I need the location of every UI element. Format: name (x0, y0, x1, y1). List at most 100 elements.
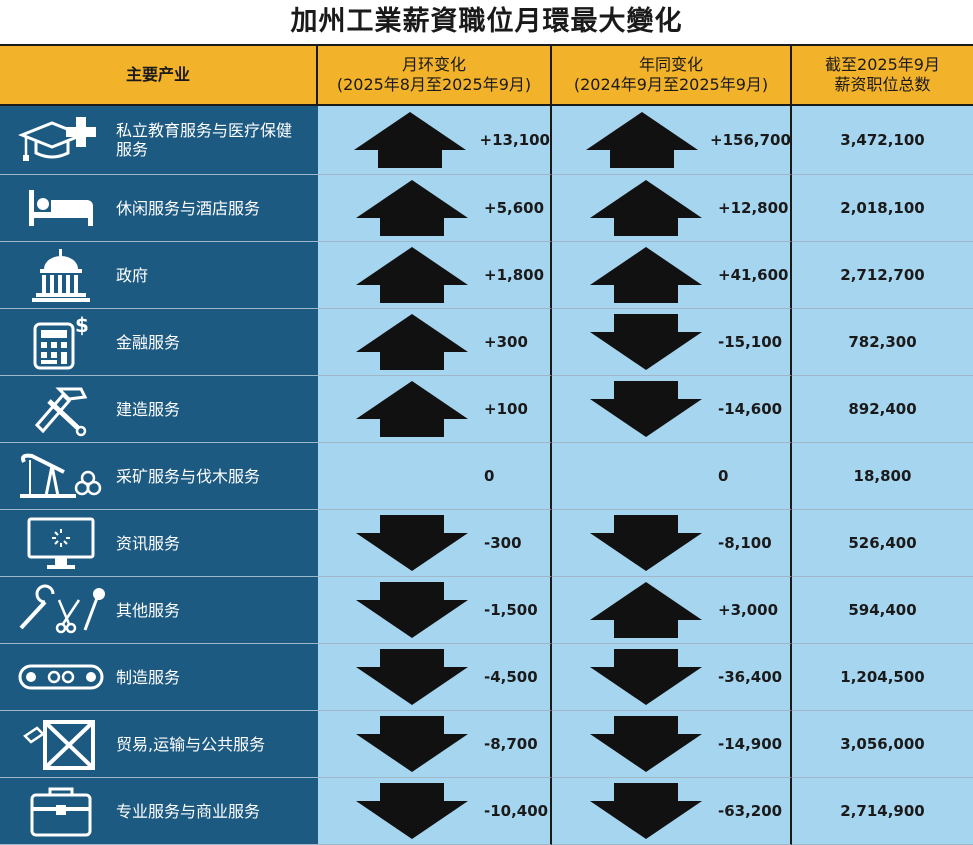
sector-name: 其他服务 (116, 600, 181, 620)
sector-name: 政府 (116, 265, 149, 285)
yoy-change-value: -36,400 (718, 668, 783, 686)
total-cell: 18,800 (792, 443, 973, 510)
total-jobs-value: 3,472,100 (840, 131, 925, 149)
total-cell: 782,300 (792, 309, 973, 376)
sector-name: 金融服务 (116, 332, 181, 352)
crate-icon (14, 716, 108, 772)
toolbox-icon (14, 783, 108, 839)
sector-cell: 贸易,运输与公共服务 (0, 711, 318, 778)
sector-name: 私立教育服务与医疗保健服务 (116, 121, 293, 159)
mom-change-value: 0 (484, 467, 495, 485)
mom-change-value: +1,800 (484, 266, 545, 284)
arrow-down-icon (346, 580, 478, 640)
yoy-change-cell: -15,100 (552, 309, 792, 376)
sector-cell: 政府 (0, 242, 318, 309)
table-row: 资讯服务 -300 -8,100 526,400 (0, 510, 973, 577)
arrow-up-icon (346, 245, 478, 305)
mom-change-cell: +1,800 (318, 242, 552, 309)
header-mom: 月环变化 (2025年8月至2025年9月) (318, 46, 552, 104)
sector-cell: $ 金融服务 (0, 309, 318, 376)
arrow-down-icon (346, 647, 478, 707)
header-total: 截至2025年9月 薪资职位总数 (792, 46, 973, 104)
yoy-change-value: -14,900 (718, 735, 783, 753)
table-row: 私立教育服务与医疗保健服务 +13,100 +156,700 3,472,100 (0, 106, 973, 175)
mom-change-cell: -8,700 (318, 711, 552, 778)
arrow-down-icon (580, 312, 712, 372)
header-yoy-label: 年同变化 (638, 55, 703, 74)
table-row: 制造服务 -4,500 -36,400 1,204,500 (0, 644, 973, 711)
yoy-change-cell: -14,600 (552, 376, 792, 443)
table-row: 采矿服务与伐木服务 0 0 18,800 (0, 443, 973, 510)
arrow-down-icon (580, 647, 712, 707)
total-jobs-value: 526,400 (848, 534, 917, 552)
header-sector-label: 主要产业 (125, 65, 190, 84)
table-header: 主要产业 月环变化 (2025年8月至2025年9月) 年同变化 (2024年9… (0, 46, 973, 106)
mom-change-cell: 0 (318, 443, 552, 510)
header-mom-label: 月环变化 (401, 55, 466, 74)
total-cell: 1,204,500 (792, 644, 973, 711)
table-row: 其他服务 -1,500 +3,000 594,400 (0, 577, 973, 644)
arrow-up-icon (346, 379, 478, 439)
arrow-down-icon (580, 513, 712, 573)
sector-name: 制造服务 (116, 667, 181, 687)
sector-cell: 资讯服务 (0, 510, 318, 577)
mom-change-cell: -4,500 (318, 644, 552, 711)
arrow-down-icon (580, 379, 712, 439)
yoy-change-cell: -8,100 (552, 510, 792, 577)
arrow-up-icon (346, 110, 474, 170)
tools-icon (14, 381, 108, 437)
arrow-up-icon (580, 245, 712, 305)
yoy-change-cell: -14,900 (552, 711, 792, 778)
total-jobs-value: 18,800 (853, 467, 912, 485)
mom-change-value: -4,500 (484, 668, 538, 686)
arrow-down-icon (346, 781, 478, 841)
yoy-change-cell: +3,000 (552, 577, 792, 644)
mom-change-value: +100 (484, 400, 528, 418)
education-health-icon (14, 112, 108, 168)
yoy-change-value: -8,100 (718, 534, 772, 552)
mom-change-value: -300 (484, 534, 522, 552)
arrow-down-icon (346, 513, 478, 573)
sector-name: 贸易,运输与公共服务 (116, 734, 266, 754)
total-jobs-value: 782,300 (848, 333, 917, 351)
oil-pump-icon (14, 448, 108, 504)
yoy-change-cell: 0 (552, 443, 792, 510)
total-jobs-value: 2,712,700 (840, 266, 925, 284)
table-row: 休闲服务与酒店服务 +5,600 +12,800 2,018,100 (0, 175, 973, 242)
total-jobs-value: 2,714,900 (840, 802, 925, 820)
table-row: 专业服务与商业服务 -10,400 -63,200 2,714,900 (0, 778, 973, 845)
wrench-scissors-icon (14, 582, 108, 638)
sector-name: 采矿服务与伐木服务 (116, 466, 261, 486)
arrow-up-icon (346, 312, 478, 372)
total-cell: 2,018,100 (792, 175, 973, 242)
table-row: 贸易,运输与公共服务 -8,700 -14,900 3,056,000 (0, 711, 973, 778)
yoy-change-value: +12,800 (718, 199, 789, 217)
mom-change-value: +5,600 (484, 199, 545, 217)
mom-change-value: -8,700 (484, 735, 538, 753)
sector-name: 建造服务 (116, 399, 181, 419)
header-total-date: 截至2025年9月 (825, 55, 940, 74)
page-title: 加州工業薪資職位月環最大變化 (290, 6, 683, 37)
total-cell: 526,400 (792, 510, 973, 577)
header-yoy-period: (2024年9月至2025年9月) (573, 75, 769, 94)
capitol-icon (14, 247, 108, 303)
table-row: $ 金融服务 +300 -15,100 782,300 (0, 309, 973, 376)
arrow-up-icon (580, 178, 712, 238)
mom-change-cell: +300 (318, 309, 552, 376)
mom-change-value: -10,400 (484, 802, 549, 820)
sector-cell: 制造服务 (0, 644, 318, 711)
total-jobs-value: 892,400 (848, 400, 917, 418)
sector-name: 资讯服务 (116, 533, 181, 553)
sector-cell: 其他服务 (0, 577, 318, 644)
yoy-change-cell: +12,800 (552, 175, 792, 242)
yoy-change-cell: +156,700 (552, 106, 792, 175)
arrow-down-icon (580, 714, 712, 774)
mom-change-value: +300 (484, 333, 528, 351)
jobs-table: 主要产业 月环变化 (2025年8月至2025年9月) 年同变化 (2024年9… (0, 44, 973, 845)
arrow-up-icon (580, 580, 712, 640)
total-jobs-value: 2,018,100 (840, 199, 925, 217)
mom-change-cell: -10,400 (318, 778, 552, 845)
yoy-change-cell: -63,200 (552, 778, 792, 845)
yoy-change-cell: -36,400 (552, 644, 792, 711)
calculator-icon: $ (14, 314, 108, 370)
